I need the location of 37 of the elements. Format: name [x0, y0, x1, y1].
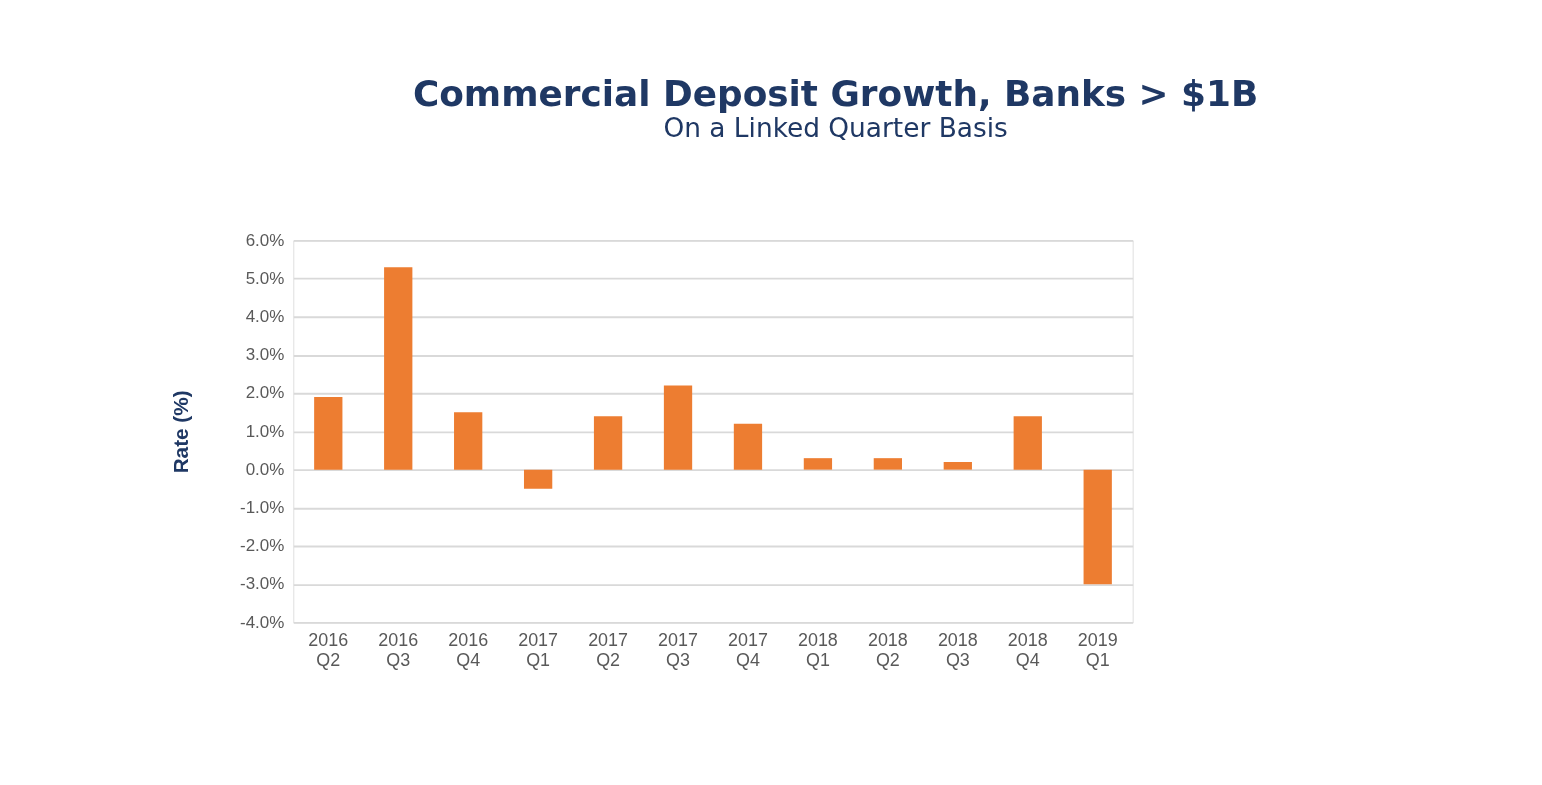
- bar: [523, 469, 553, 489]
- x-tick-label: 2016 Q4: [448, 630, 489, 671]
- x-tick-label: 2019 Q1: [1077, 630, 1118, 671]
- y-tick-label: 4.0%: [245, 307, 285, 327]
- x-tick-label: 2017 Q3: [658, 630, 698, 671]
- x-tick-label: 2017 Q1: [518, 630, 559, 671]
- y-tick-label: 2.0%: [245, 383, 285, 403]
- y-tick-label: 0.0%: [245, 459, 285, 479]
- y-tick-label: -2.0%: [240, 536, 285, 556]
- x-tick-label: 2017 Q4: [728, 630, 768, 671]
- x-tick-label: 2017 Q2: [588, 630, 629, 671]
- bar: [663, 385, 693, 470]
- x-tick-label: 2018 Q4: [1007, 630, 1048, 671]
- bar: [1013, 416, 1042, 470]
- bar: [454, 412, 483, 470]
- x-tick-label: 2018 Q1: [798, 630, 838, 671]
- x-tick-label: 2016 Q2: [308, 630, 349, 671]
- x-tick-label: 2018 Q2: [867, 630, 908, 671]
- bar: [943, 461, 972, 470]
- bar: [873, 458, 903, 470]
- x-tick-label: 2018 Q3: [937, 630, 978, 671]
- y-tick-label: 3.0%: [245, 345, 285, 365]
- bar: [1083, 469, 1112, 585]
- bar: [314, 397, 343, 470]
- y-tick-label: -4.0%: [240, 612, 285, 632]
- y-axis-title: Rate (%): [169, 390, 193, 474]
- y-tick-label: 1.0%: [245, 421, 285, 441]
- chart-title: Commercial Deposit Growth, Banks > $1B: [412, 72, 1259, 114]
- y-tick-label: 5.0%: [245, 268, 285, 288]
- y-tick-label: -3.0%: [240, 574, 285, 594]
- bar: [593, 416, 623, 470]
- y-tick-label: 6.0%: [245, 230, 285, 250]
- y-tick-label: -1.0%: [240, 498, 285, 518]
- bar: [384, 267, 413, 470]
- bar: [733, 423, 763, 470]
- bar: [803, 458, 833, 470]
- x-tick-label: 2016 Q3: [378, 630, 419, 671]
